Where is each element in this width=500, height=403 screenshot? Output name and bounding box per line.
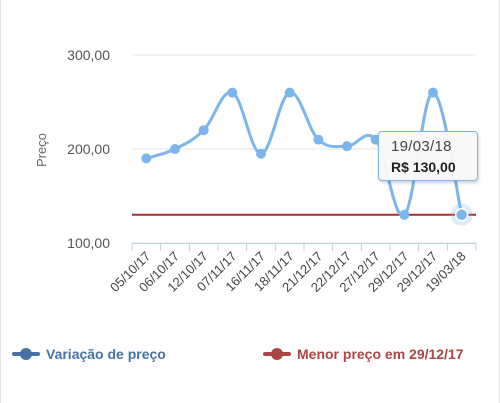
- tooltip-date: 19/03/18: [391, 138, 452, 155]
- price-point: [342, 141, 352, 152]
- legend-item-lowest-price[interactable]: Menor preço em 29/12/17: [263, 346, 464, 362]
- price-point: [313, 134, 324, 145]
- price-point: [227, 87, 238, 98]
- hover-point: [454, 208, 469, 222]
- legend-label-price-variation: Variação de preço: [46, 346, 166, 362]
- legend-item-price-variation[interactable]: Variação de preço: [12, 346, 166, 362]
- legend-swatch-lowest-price: [263, 348, 291, 360]
- price-point: [284, 87, 295, 98]
- y-tick-label: 300,00: [67, 47, 110, 63]
- y-tick-label: 200,00: [67, 141, 110, 157]
- x-axis: [131, 243, 477, 251]
- y-axis-ticks: 100,00 200,00 300,00: [67, 47, 110, 251]
- legend-swatch-price-variation: [12, 348, 40, 360]
- price-point: [256, 148, 266, 159]
- price-point: [170, 144, 180, 154]
- price-point: [399, 209, 410, 220]
- legend-label-lowest-price: Menor preço em 29/12/17: [297, 346, 464, 362]
- y-axis-title: Preço: [34, 133, 49, 167]
- hovered-point[interactable]: [450, 203, 473, 226]
- tooltip: 19/03/18 R$ 130,00: [378, 131, 478, 181]
- y-tick-label: 100,00: [67, 235, 110, 251]
- price-point: [428, 87, 438, 98]
- x-axis-ticks: 05/10/1706/10/1712/10/1707/11/1716/11/17…: [107, 249, 469, 295]
- price-point: [198, 125, 209, 136]
- tooltip-price: R$ 130,00: [391, 159, 456, 175]
- price-point: [141, 153, 152, 164]
- legend: Variação de preço Menor preço em 29/12/1…: [0, 336, 500, 376]
